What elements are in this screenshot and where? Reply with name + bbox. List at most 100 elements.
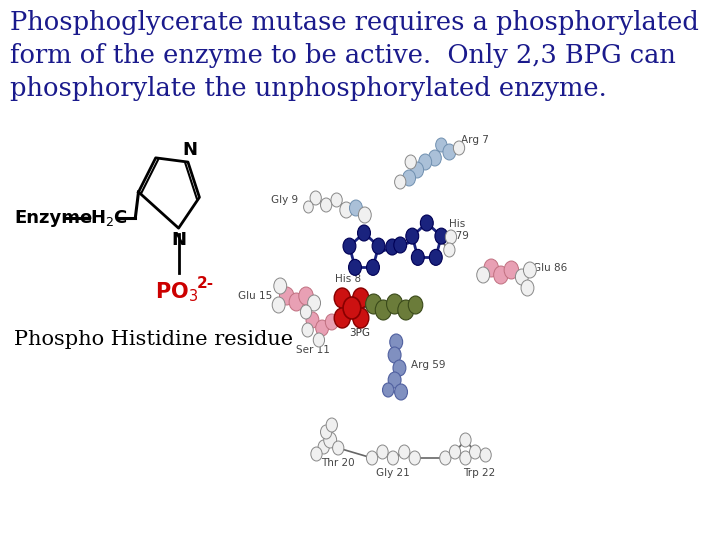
Circle shape xyxy=(435,228,448,244)
Text: Thr 20: Thr 20 xyxy=(321,458,355,468)
Circle shape xyxy=(318,440,329,454)
Circle shape xyxy=(348,259,361,275)
Text: 3PG: 3PG xyxy=(348,328,369,338)
Text: Arg 59: Arg 59 xyxy=(410,360,445,370)
Circle shape xyxy=(272,297,285,313)
Circle shape xyxy=(454,141,464,155)
Circle shape xyxy=(366,451,378,465)
Circle shape xyxy=(402,170,415,186)
Circle shape xyxy=(340,202,353,218)
Circle shape xyxy=(393,360,406,376)
Text: H$_2$C: H$_2$C xyxy=(90,208,128,228)
Circle shape xyxy=(460,451,471,465)
Circle shape xyxy=(334,288,351,308)
Circle shape xyxy=(372,238,385,254)
Circle shape xyxy=(366,294,382,314)
Circle shape xyxy=(388,372,401,388)
Circle shape xyxy=(399,445,410,459)
Circle shape xyxy=(302,323,313,337)
Circle shape xyxy=(320,425,332,439)
Text: N: N xyxy=(171,231,186,249)
Circle shape xyxy=(310,191,321,205)
Circle shape xyxy=(366,259,379,275)
Circle shape xyxy=(324,432,337,448)
Text: PO$_3$: PO$_3$ xyxy=(156,280,199,303)
Circle shape xyxy=(443,144,456,160)
Circle shape xyxy=(444,243,455,257)
Text: Gly 9: Gly 9 xyxy=(271,195,298,205)
Circle shape xyxy=(411,249,424,265)
Circle shape xyxy=(420,215,433,231)
Circle shape xyxy=(331,193,342,207)
Text: Phosphoglycerate mutase requires a phosphorylated: Phosphoglycerate mutase requires a phosp… xyxy=(9,10,698,35)
Circle shape xyxy=(477,267,490,283)
Circle shape xyxy=(428,150,441,166)
Circle shape xyxy=(410,162,423,178)
Circle shape xyxy=(333,441,344,455)
Circle shape xyxy=(523,262,536,278)
Text: phosphorylate the unphosphorylated enzyme.: phosphorylate the unphosphorylated enzym… xyxy=(9,76,606,101)
Circle shape xyxy=(326,418,338,432)
Circle shape xyxy=(315,320,328,336)
Circle shape xyxy=(358,225,371,241)
Circle shape xyxy=(408,296,423,314)
Circle shape xyxy=(304,201,313,213)
Circle shape xyxy=(395,384,408,400)
Text: Arg 7: Arg 7 xyxy=(462,135,490,145)
Circle shape xyxy=(306,312,319,328)
Circle shape xyxy=(390,334,402,350)
Circle shape xyxy=(494,266,508,284)
Text: Phospho Histidine residue: Phospho Histidine residue xyxy=(14,330,294,349)
Circle shape xyxy=(353,288,369,308)
Circle shape xyxy=(320,198,332,212)
Text: His 8: His 8 xyxy=(335,274,361,284)
Circle shape xyxy=(343,297,361,319)
Circle shape xyxy=(436,138,447,152)
Circle shape xyxy=(521,280,534,296)
Circle shape xyxy=(279,287,294,305)
Circle shape xyxy=(307,295,320,311)
Text: His
179: His 179 xyxy=(449,219,469,241)
Text: 2-: 2- xyxy=(197,276,213,291)
Circle shape xyxy=(313,333,325,347)
Circle shape xyxy=(516,269,528,285)
Text: Ser 11: Ser 11 xyxy=(295,345,329,355)
Circle shape xyxy=(325,314,338,330)
Circle shape xyxy=(349,200,362,216)
Circle shape xyxy=(409,451,420,465)
Circle shape xyxy=(375,300,392,320)
Text: Enzyme: Enzyme xyxy=(14,209,93,227)
Circle shape xyxy=(388,347,401,363)
Circle shape xyxy=(419,154,432,170)
Circle shape xyxy=(387,451,399,465)
Circle shape xyxy=(343,238,356,254)
Text: Glu 15: Glu 15 xyxy=(238,291,272,301)
Circle shape xyxy=(446,230,456,244)
Circle shape xyxy=(469,445,481,459)
Text: Gly 21: Gly 21 xyxy=(376,468,410,478)
Circle shape xyxy=(394,237,407,253)
Circle shape xyxy=(382,383,394,397)
Text: Trp 22: Trp 22 xyxy=(463,468,495,478)
Circle shape xyxy=(504,261,518,279)
Circle shape xyxy=(299,287,313,305)
Circle shape xyxy=(300,305,312,319)
Circle shape xyxy=(395,175,406,189)
Circle shape xyxy=(377,445,388,459)
Circle shape xyxy=(334,308,351,328)
Circle shape xyxy=(460,433,471,447)
Circle shape xyxy=(359,207,372,223)
Circle shape xyxy=(398,300,414,320)
Text: N: N xyxy=(182,141,197,159)
Circle shape xyxy=(405,155,416,169)
Circle shape xyxy=(484,259,498,277)
Circle shape xyxy=(387,294,402,314)
Circle shape xyxy=(406,228,419,244)
Circle shape xyxy=(440,451,451,465)
Circle shape xyxy=(449,445,461,459)
Circle shape xyxy=(353,308,369,328)
Circle shape xyxy=(429,249,442,265)
Circle shape xyxy=(289,293,304,311)
Text: Glu 86: Glu 86 xyxy=(533,263,567,273)
Circle shape xyxy=(480,448,491,462)
